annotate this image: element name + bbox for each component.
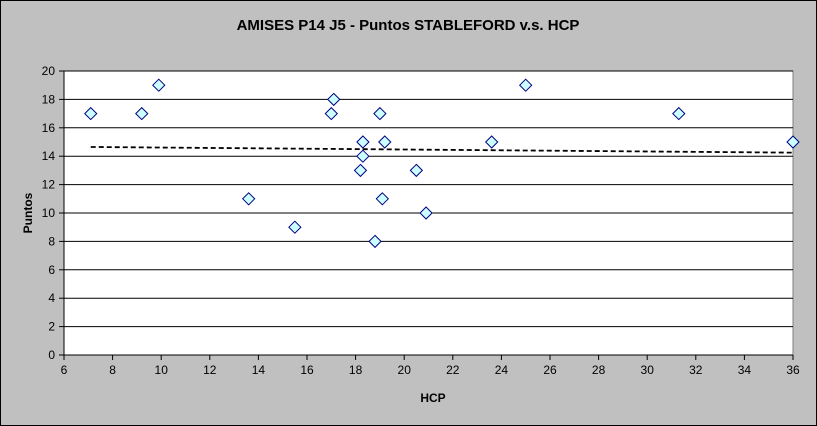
- x-tick-label: 28: [592, 363, 606, 377]
- trendline-group: [90, 146, 794, 154]
- data-point: [518, 78, 533, 92]
- y-tick-label: 10: [42, 206, 56, 220]
- y-tick-label: 18: [42, 92, 56, 106]
- data-point: [353, 163, 368, 178]
- y-tick-label: 20: [42, 64, 56, 78]
- x-tick-label: 10: [155, 363, 169, 377]
- y-tick-label: 4: [48, 291, 55, 305]
- x-tick-label: 20: [398, 363, 412, 377]
- y-axis-title: Puntos: [21, 192, 35, 233]
- data-points: [84, 78, 800, 249]
- x-tick-label: 22: [446, 363, 460, 377]
- x-tick-label: 32: [689, 363, 703, 377]
- data-point: [356, 149, 370, 163]
- x-tick-label: 18: [349, 363, 363, 377]
- y-tick-label: 8: [48, 234, 55, 248]
- y-tick-label: 16: [42, 121, 56, 135]
- data-point: [786, 135, 800, 149]
- x-tick-label: 12: [203, 363, 217, 377]
- x-tick-label: 6: [61, 363, 68, 377]
- x-tick-label: 30: [641, 363, 655, 377]
- x-tick-label: 14: [252, 363, 266, 377]
- data-point: [152, 78, 166, 92]
- y-axis-ticks: 0 2 4 6 8 10 12 14 16 18 20: [42, 64, 64, 362]
- gridlines: [64, 70, 793, 328]
- x-tick-label: 34: [738, 363, 752, 377]
- data-point: [324, 106, 339, 121]
- data-point: [327, 92, 341, 107]
- data-point: [419, 206, 433, 220]
- y-tick-label: 2: [48, 320, 55, 334]
- data-point: [375, 192, 390, 206]
- y-tick-label: 0: [48, 348, 55, 362]
- y-tick-label: 6: [48, 263, 55, 277]
- data-point: [378, 135, 392, 149]
- x-axis-title: HCP: [420, 391, 445, 405]
- x-tick-label: 36: [786, 363, 800, 377]
- data-point: [84, 106, 98, 121]
- x-tick-label: 8: [109, 363, 116, 377]
- data-point: [484, 135, 499, 149]
- data-point: [368, 234, 382, 249]
- data-point: [241, 192, 256, 206]
- data-point: [135, 106, 149, 121]
- y-tick-label: 12: [42, 178, 56, 192]
- data-point: [288, 220, 302, 234]
- data-point: [409, 163, 424, 178]
- data-point: [356, 135, 370, 149]
- trendline: [90, 146, 794, 154]
- chart-title: AMISES P14 J5 - Puntos STABLEFORD v.s. H…: [237, 17, 580, 34]
- data-point: [672, 106, 686, 121]
- x-axis-ticks: 6 8 10 12 14 16 18 20 22 24 26 28 30 32 34 36: [61, 355, 800, 377]
- x-tick-label: 16: [300, 363, 314, 377]
- x-tick-label: 26: [543, 363, 557, 377]
- y-tick-label: 14: [42, 149, 56, 163]
- data-point: [373, 106, 387, 121]
- x-tick-label: 24: [495, 363, 509, 377]
